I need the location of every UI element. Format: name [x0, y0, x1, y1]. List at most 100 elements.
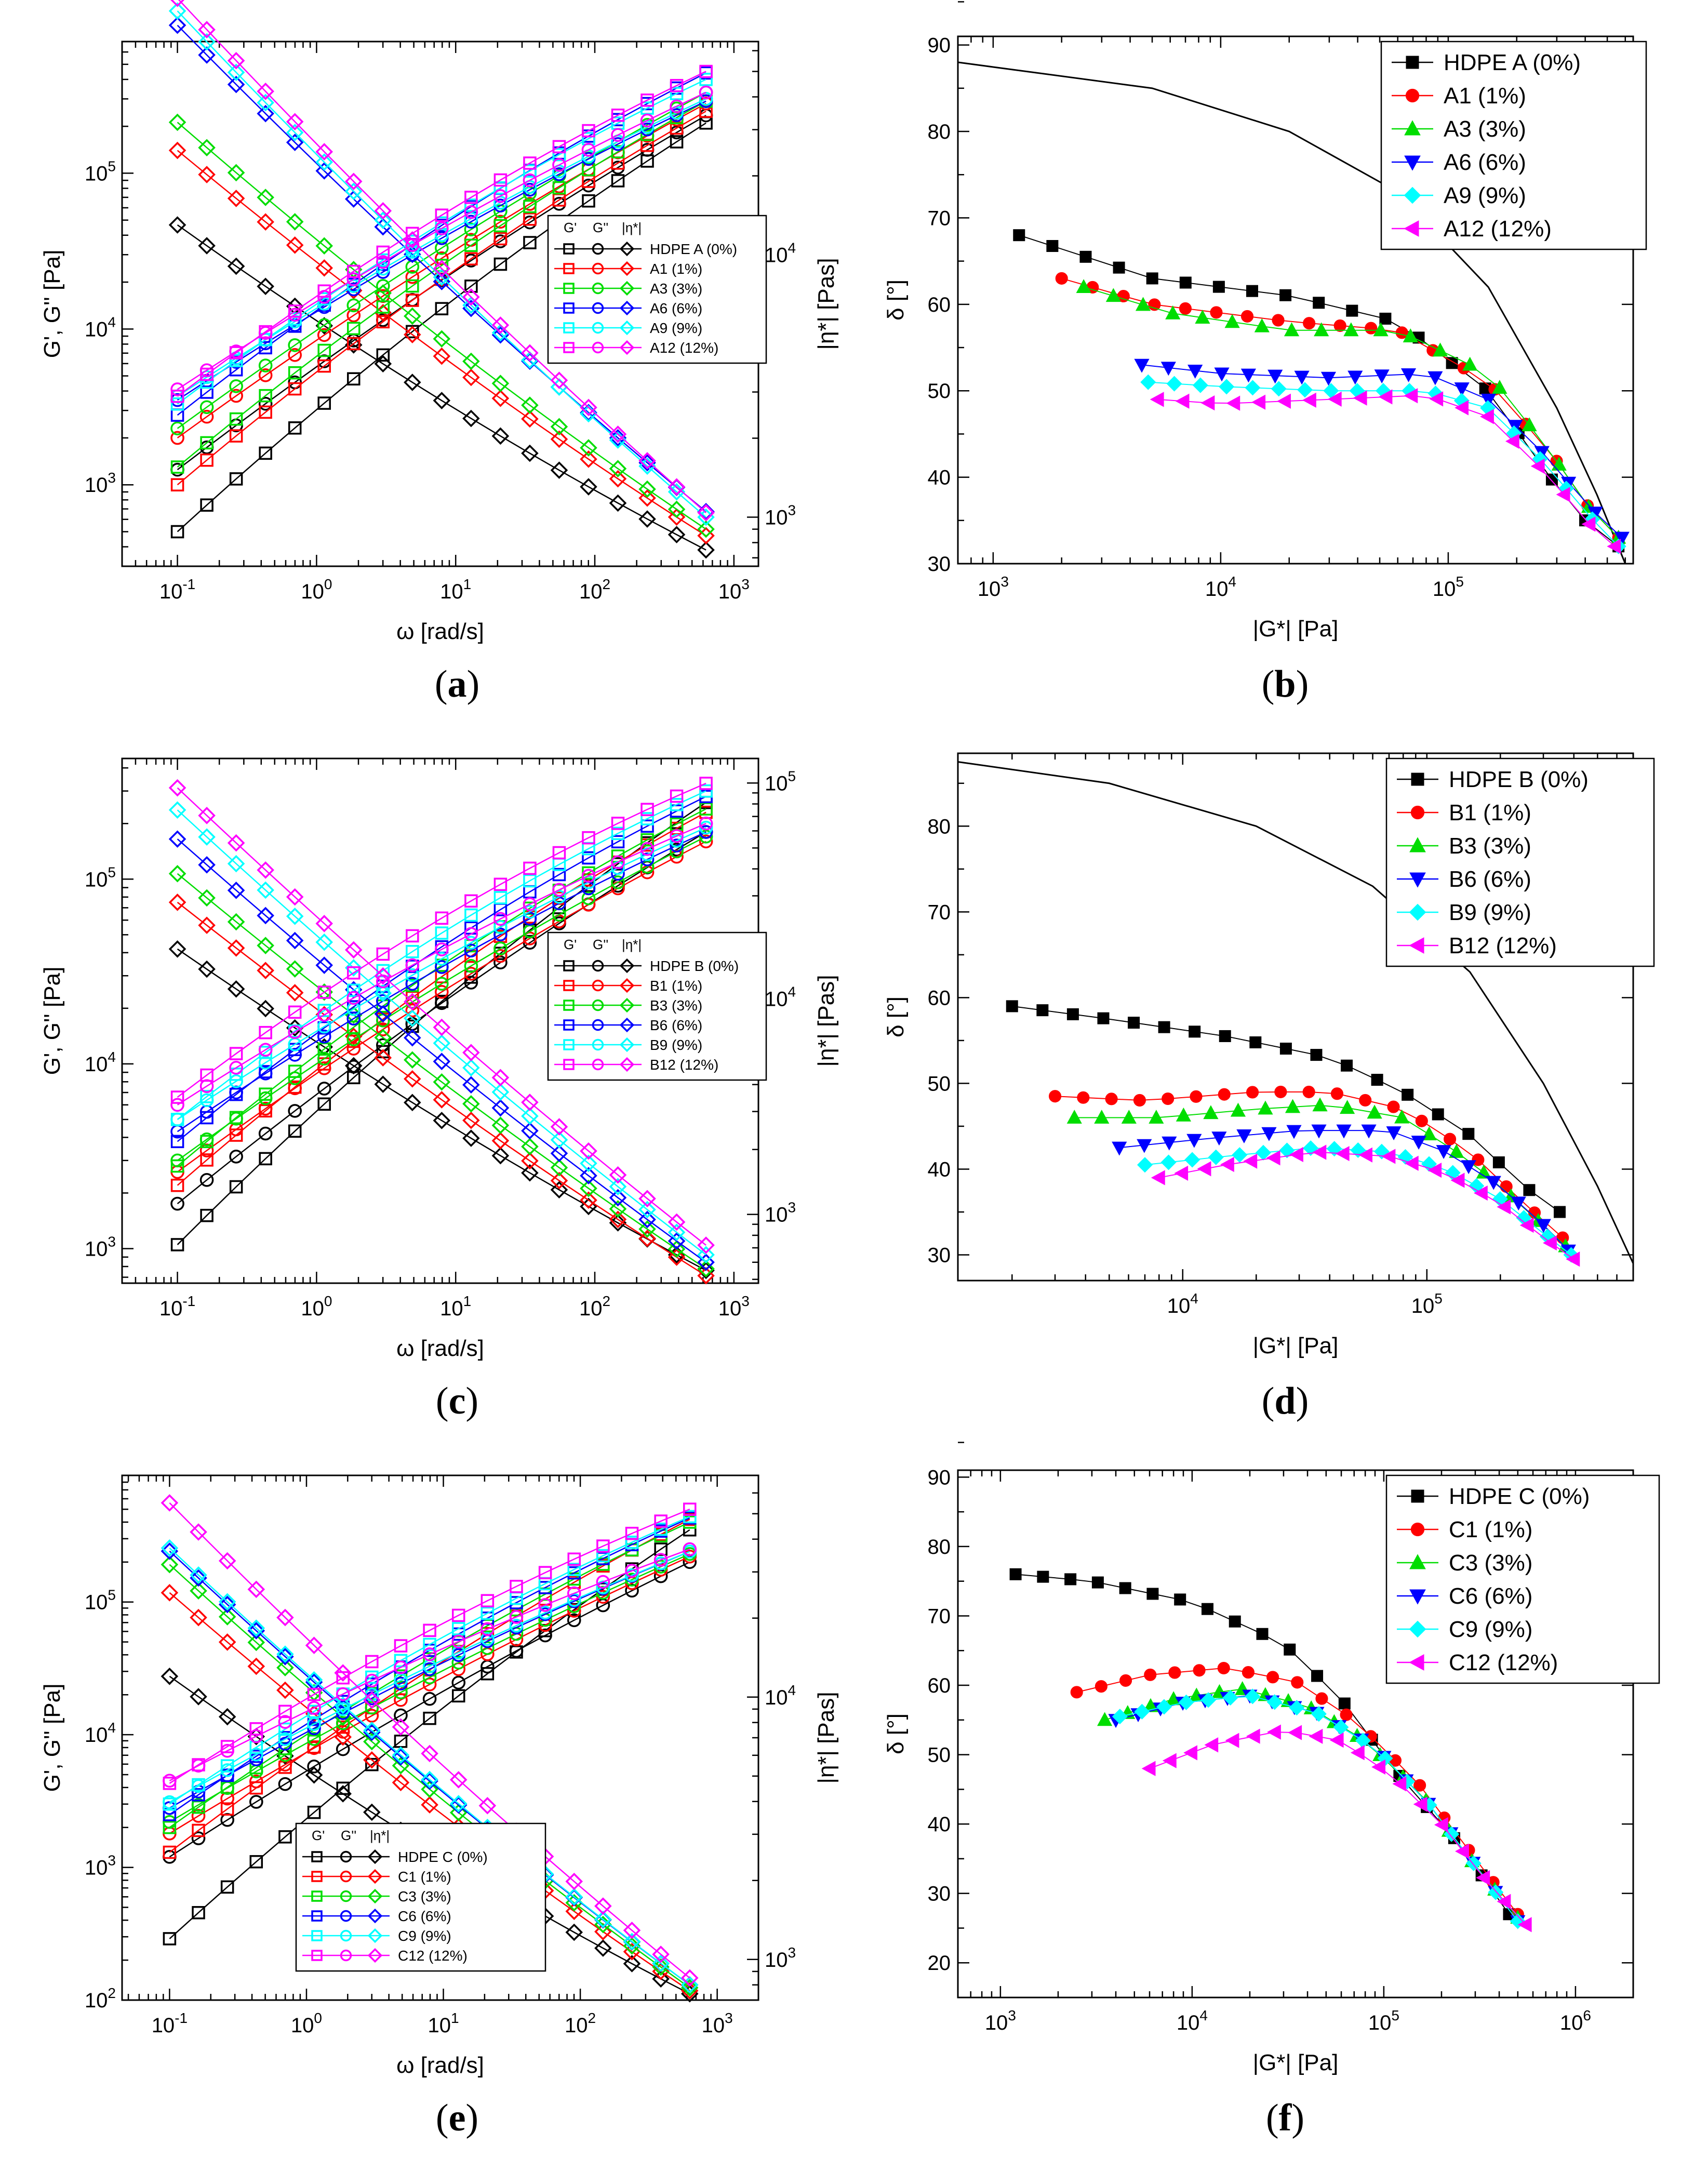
y-axis-label: δ [°] [883, 279, 909, 321]
data-point-eta [257, 213, 274, 231]
legend-marker [619, 978, 635, 993]
data-point-eta [227, 834, 245, 852]
legend-header: |η*| [622, 937, 642, 952]
data-point-gp [464, 238, 478, 252]
y-tick-label: 70 [928, 1605, 951, 1628]
data-point-eta [315, 956, 333, 974]
data-point [1266, 1694, 1283, 1710]
data-point [1243, 1153, 1258, 1169]
legend-marker [563, 342, 575, 353]
legend-marker [1410, 1522, 1425, 1537]
data-point-eta [198, 237, 216, 255]
data-point-eta [521, 1138, 539, 1155]
data-point [1461, 1160, 1476, 1175]
legend-marker [1409, 1654, 1424, 1671]
data-point-gpp [509, 1618, 524, 1633]
legend-marker [1411, 772, 1424, 786]
chart-b: 30 40 50 60 70 80 90 103 104 105 |G*| [Pa] δ [°] HDP… [883, 1, 1647, 642]
data-point-eta [286, 984, 304, 1002]
data-point-gp [464, 279, 478, 293]
data-point-eta [668, 1240, 686, 1258]
data-point-eta [623, 1955, 641, 1973]
data-point-gp [611, 827, 625, 841]
data-point [1367, 1104, 1382, 1119]
data-point-eta [565, 1902, 583, 1920]
legend-label: C6 (6%) [398, 1908, 451, 1924]
data-point [1359, 1094, 1372, 1107]
data-point-eta [594, 1939, 612, 1957]
data-point [1294, 370, 1310, 385]
data-point-eta [161, 1494, 179, 1512]
series-line-gp [169, 1516, 690, 1805]
data-point [1113, 261, 1125, 274]
data-point-gp [229, 429, 243, 443]
data-point-gp [278, 1722, 292, 1736]
data-point [1350, 1745, 1365, 1761]
data-point [1378, 389, 1393, 405]
data-point-gpp [199, 409, 214, 424]
legend-label: A9 (9%) [650, 320, 702, 336]
series-line-gp [177, 796, 706, 1142]
legend-marker [619, 241, 635, 257]
data-point-eta [680, 1969, 699, 1987]
legend-label: A12 (12%) [650, 340, 718, 356]
legend-marker [1409, 872, 1426, 888]
data-point [1246, 285, 1258, 297]
data-point [1046, 240, 1059, 252]
data-point-eta [344, 182, 363, 201]
data-point-gpp [317, 1008, 331, 1022]
data-point-eta [198, 889, 216, 907]
data-point-eta [521, 410, 539, 428]
data-point-gpp [317, 328, 331, 342]
legend-marker [1409, 937, 1424, 954]
x-tick-label: 10-1 [159, 1293, 195, 1320]
data-point [1162, 1092, 1175, 1106]
data-point-eta [257, 962, 274, 979]
data-point-eta [168, 894, 186, 911]
data-point-eta [462, 288, 480, 306]
data-point-eta [404, 374, 421, 391]
data-point-gp [493, 219, 508, 233]
data-point [1220, 1156, 1234, 1173]
data-point-eta [565, 1872, 583, 1890]
data-point-gp [582, 831, 595, 845]
data-point-gpp [552, 890, 566, 904]
data-point-eta [168, 830, 186, 848]
data-point [1112, 1709, 1128, 1725]
data-point-gp [346, 983, 361, 997]
legend-marker [563, 1059, 575, 1070]
data-point-eta [433, 1073, 451, 1091]
data-point-eta [305, 1636, 323, 1654]
legend-marker [592, 322, 604, 334]
y-tick-label: 80 [928, 815, 951, 838]
data-point-gp [523, 861, 537, 875]
data-point-gp [317, 985, 331, 999]
data-point [1427, 1162, 1442, 1178]
data-point [1303, 1140, 1319, 1156]
data-point-gp [317, 396, 331, 410]
data-point-eta [491, 1099, 510, 1117]
data-point [1128, 1017, 1140, 1029]
data-point-eta [521, 396, 539, 414]
data-point-eta [218, 1633, 236, 1651]
data-point [1064, 1573, 1077, 1586]
data-point-gpp [538, 1628, 552, 1643]
data-point-gpp [170, 431, 184, 445]
data-point-gpp [249, 1729, 263, 1743]
data-point-gpp [365, 1673, 379, 1688]
data-point-eta [257, 83, 274, 100]
data-point-gp [163, 1845, 177, 1859]
data-point-gp [220, 1759, 234, 1773]
data-point-gp [259, 1025, 272, 1040]
data-point [1192, 377, 1208, 393]
legend: G' G'' |η*| HDPE C (0%) C1 (1%) C3 (3%) C6 (6%… [295, 1822, 546, 1972]
data-point-eta [247, 1619, 265, 1637]
data-point-gp [493, 891, 508, 904]
data-point-eta [433, 260, 451, 277]
data-point [1036, 1004, 1049, 1017]
legend-label: A3 (3%) [1444, 116, 1526, 142]
data-point [1288, 1725, 1302, 1740]
data-point-eta [623, 1933, 641, 1951]
data-point [1112, 1141, 1127, 1156]
data-point [1343, 322, 1359, 337]
